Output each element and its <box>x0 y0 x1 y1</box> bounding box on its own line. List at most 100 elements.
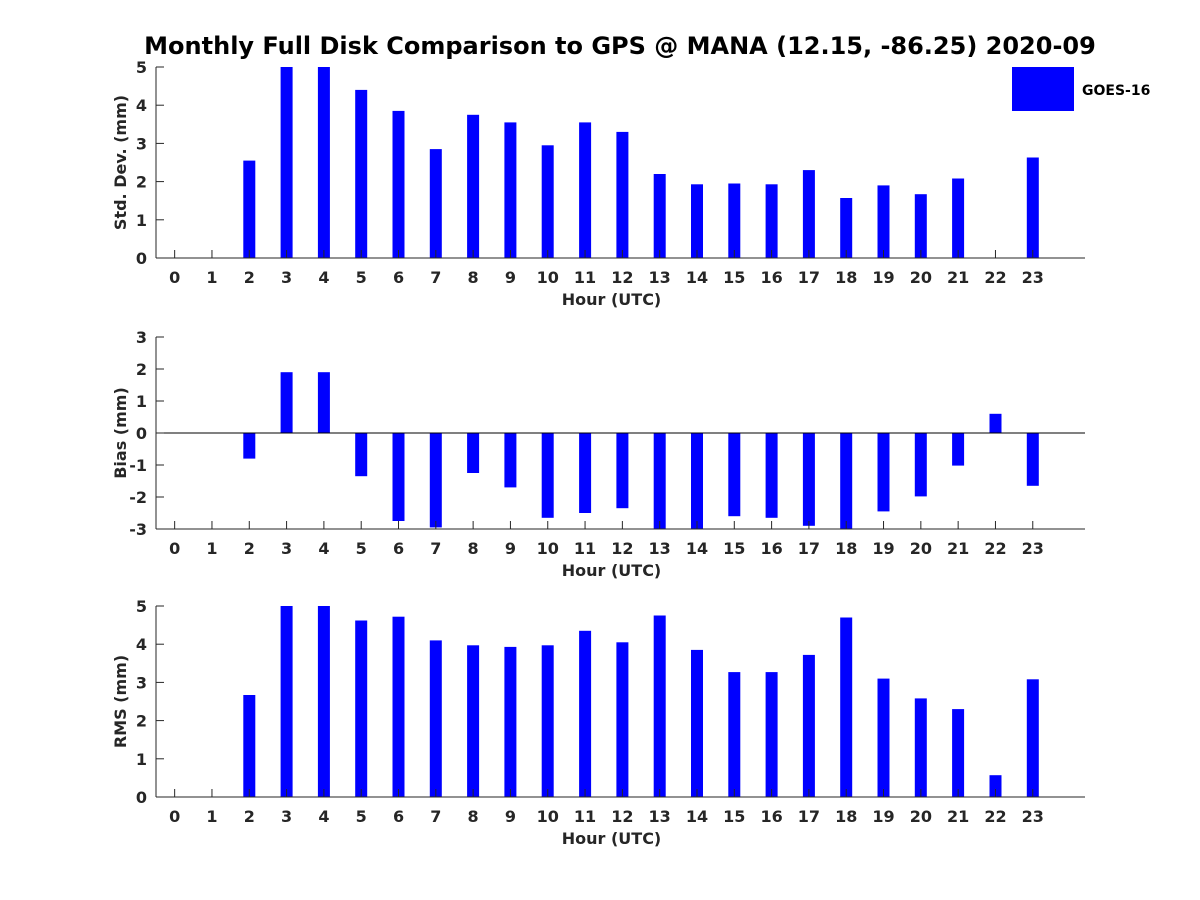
rms-xtick-label-11: 11 <box>574 807 596 826</box>
std-dev-bar-8 <box>467 114 480 259</box>
rms-ylabel: RMS (mm) <box>111 655 130 748</box>
bias-xtick-label-0: 0 <box>169 539 180 558</box>
std-dev-xtick-label-10: 10 <box>537 268 559 287</box>
rms-ytick-label-3: 3 <box>136 673 147 692</box>
rms-bar-8 <box>467 645 480 797</box>
std-dev-xtick-label-6: 6 <box>393 268 404 287</box>
bias-xtick-label-15: 15 <box>723 539 745 558</box>
rms-ytick-label-4: 4 <box>136 635 147 654</box>
rms-bar-9 <box>504 646 517 797</box>
bias-bar-4 <box>317 372 330 433</box>
std-dev-bar-15 <box>728 183 741 258</box>
rms-xtick-label-17: 17 <box>798 807 820 826</box>
bias-xtick-label-14: 14 <box>686 539 708 558</box>
bias-xtick-label-11: 11 <box>574 539 596 558</box>
std-dev-xtick-label-16: 16 <box>760 268 782 287</box>
bias-xtick-label-20: 20 <box>910 539 932 558</box>
std-dev-bar-17 <box>802 170 815 258</box>
rms-bar-6 <box>392 616 405 797</box>
bias-ytick-label-0: 0 <box>136 424 147 443</box>
rms-xtick-label-8: 8 <box>468 807 479 826</box>
std-dev-ytick-label-1: 1 <box>136 211 147 230</box>
std-dev-xtick-label-7: 7 <box>430 268 441 287</box>
bias-xtick-label-8: 8 <box>468 539 479 558</box>
std-dev-xtick-label-8: 8 <box>468 268 479 287</box>
std-dev-bar-6 <box>392 110 405 259</box>
bias-bar-9 <box>504 433 517 488</box>
rms-bar-15 <box>728 672 741 797</box>
bias-bar-12 <box>616 433 629 509</box>
rms-xtick-label-9: 9 <box>505 807 516 826</box>
bias-ytick-label-1: 1 <box>136 392 147 411</box>
bias-xtick-label-1: 1 <box>206 539 217 558</box>
std-dev-ytick-label-2: 2 <box>136 173 147 192</box>
bias-xtick-label-19: 19 <box>872 539 894 558</box>
std-dev-bar-11 <box>579 122 592 259</box>
bias-bar-14 <box>691 433 703 529</box>
rms-xtick-label-4: 4 <box>318 807 329 826</box>
std-dev-bar-2 <box>243 160 256 258</box>
std-dev-bar-16 <box>765 184 778 258</box>
rms-xtick-label-15: 15 <box>723 807 745 826</box>
bias-bar-10 <box>541 433 554 518</box>
bias-xtick-label-18: 18 <box>835 539 857 558</box>
std-dev-xtick-label-3: 3 <box>281 268 292 287</box>
bias-bar-13 <box>653 433 666 529</box>
std-dev-xtick-label-11: 11 <box>574 268 596 287</box>
std-dev-bar-18 <box>840 198 853 258</box>
rms-xtick-label-6: 6 <box>393 807 404 826</box>
rms-xtick-label-0: 0 <box>169 807 180 826</box>
rms-xtick-label-19: 19 <box>872 807 894 826</box>
rms-bar-12 <box>616 642 629 797</box>
std-dev-bar-4 <box>317 67 330 258</box>
rms-xtick-label-18: 18 <box>835 807 857 826</box>
std-dev-xtick-label-14: 14 <box>686 268 708 287</box>
rms-bar-16 <box>765 672 778 797</box>
bias-xtick-label-6: 6 <box>393 539 404 558</box>
std-dev-bar-7 <box>429 149 442 258</box>
std-dev-ytick-label-3: 3 <box>136 134 147 153</box>
bias-ytick-label--1: -1 <box>129 456 147 475</box>
bias-bar-22 <box>989 413 1002 433</box>
rms-bar-19 <box>877 678 890 797</box>
bias-bar-11 <box>579 433 592 513</box>
legend-swatch <box>1012 67 1074 111</box>
std-dev-bar-9 <box>504 122 517 259</box>
bias-xtick-label-16: 16 <box>760 539 782 558</box>
rms-bar-18 <box>840 617 853 797</box>
bias-bar-8 <box>467 433 480 473</box>
bias-bar-19 <box>877 433 890 512</box>
bias-bar-7 <box>429 433 442 528</box>
std-dev-bar-14 <box>691 184 703 258</box>
rms-ytick-label-1: 1 <box>136 750 147 769</box>
bias-xtick-label-10: 10 <box>537 539 559 558</box>
bias-ylabel: Bias (mm) <box>111 387 130 479</box>
std-dev-bar-20 <box>914 194 927 258</box>
rms-bar-22 <box>989 775 1002 797</box>
std-dev-ytick-label-0: 0 <box>136 249 147 268</box>
bias-xlabel: Hour (UTC) <box>562 561 662 580</box>
std-dev-bar-5 <box>355 89 368 259</box>
bias-bar-16 <box>765 433 778 518</box>
rms-bar-23 <box>1026 679 1039 797</box>
rms-xtick-label-1: 1 <box>206 807 217 826</box>
std-dev-xtick-label-20: 20 <box>910 268 932 287</box>
rms-xtick-label-3: 3 <box>281 807 292 826</box>
bias-xtick-label-4: 4 <box>318 539 329 558</box>
rms-xlabel: Hour (UTC) <box>562 829 662 848</box>
std-dev-xtick-label-23: 23 <box>1022 268 1044 287</box>
legend: GOES-16 <box>1012 67 1150 111</box>
bias-bar-15 <box>728 433 741 517</box>
rms-bar-17 <box>802 654 815 797</box>
bias-xtick-label-9: 9 <box>505 539 516 558</box>
legend-label: GOES-16 <box>1082 83 1150 99</box>
rms-bar-10 <box>541 645 554 797</box>
std-dev-ytick-label-5: 5 <box>136 58 147 77</box>
bias-ytick-label-2: 2 <box>136 360 147 379</box>
std-dev-bar-12 <box>616 131 629 258</box>
bias-bar-2 <box>243 433 256 459</box>
rms-xtick-label-21: 21 <box>947 807 969 826</box>
